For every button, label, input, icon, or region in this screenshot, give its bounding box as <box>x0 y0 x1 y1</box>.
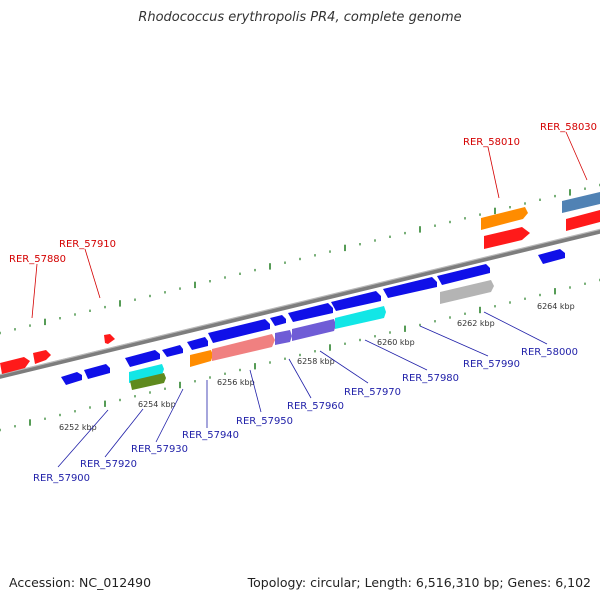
scale-tick-6262: 6262 kbp <box>457 319 495 328</box>
genome-backbone <box>0 229 600 379</box>
scale-tick-6264: 6264 kbp <box>537 302 575 311</box>
label-rer-57930[interactable]: RER_57930 <box>131 444 188 455</box>
gene-blue-i[interactable] <box>331 291 381 311</box>
gene-rer-57960-slate[interactable] <box>275 330 292 345</box>
gene-rer-57890[interactable] <box>33 350 51 364</box>
gene-rer-57940-orange[interactable] <box>190 350 213 367</box>
gene-blue-g[interactable] <box>270 315 286 326</box>
scale-tick-6252: 6252 kbp <box>59 423 97 432</box>
label-rer-57900[interactable]: RER_57900 <box>33 473 90 484</box>
leader-rer-57960 <box>288 358 312 399</box>
leader-rer-57950 <box>249 369 262 413</box>
gene-rer-57920-olive[interactable] <box>130 373 166 390</box>
gene-blue-h[interactable] <box>288 303 333 322</box>
label-rer-57880[interactable]: RER_57880 <box>9 254 66 265</box>
gene-blue-c[interactable] <box>125 350 160 367</box>
leader-rer-58030 <box>565 131 588 181</box>
genome-backbone-highlight <box>0 228 600 376</box>
leader-rer-57910 <box>84 248 101 299</box>
top-strand-genes <box>0 192 600 374</box>
gene-rer-57950-salmon[interactable] <box>212 334 275 361</box>
leader-rer-58000 <box>483 311 548 345</box>
label-rer-57980[interactable]: RER_57980 <box>402 373 459 384</box>
gene-blue-b[interactable] <box>84 364 110 379</box>
lower-dotted-track <box>0 278 600 432</box>
gene-blue-l[interactable] <box>538 249 565 264</box>
label-rer-58000[interactable]: RER_58000 <box>521 347 578 358</box>
gene-rer-57920-cyan[interactable] <box>129 364 164 383</box>
label-rer-58010[interactable]: RER_58010 <box>463 137 520 148</box>
label-rer-58030[interactable]: RER_58030 <box>540 122 597 133</box>
accession-text: Accession: NC_012490 <box>9 575 152 590</box>
gene-rer-58040[interactable] <box>566 210 600 231</box>
bottom-strand-genes <box>61 249 565 390</box>
gene-rer-57990-gray[interactable] <box>440 280 494 304</box>
gene-rer-57910[interactable] <box>104 334 115 344</box>
gene-blue-e[interactable] <box>187 337 208 350</box>
leader-rer-57990 <box>419 325 489 357</box>
label-rer-57940[interactable]: RER_57940 <box>182 430 239 441</box>
scale-tick-6254: 6254 kbp <box>138 400 176 409</box>
leader-rer-58010 <box>487 146 500 199</box>
gene-rer-58020[interactable] <box>484 227 530 249</box>
leader-rer-57980 <box>364 339 428 371</box>
gene-blue-a[interactable] <box>61 372 82 385</box>
gene-rer-57970-cyan[interactable] <box>335 306 386 329</box>
gene-rer-57970-slate[interactable] <box>292 319 336 341</box>
leader-rer-57920 <box>104 408 144 458</box>
leader-rer-57970 <box>319 350 369 384</box>
bottom-gene-labels: RER_57900 RER_57920 RER_57930 RER_57940 … <box>33 347 578 484</box>
gene-blue-j[interactable] <box>383 277 437 298</box>
label-rer-57970[interactable]: RER_57970 <box>344 387 401 398</box>
leader-rer-57880 <box>31 263 38 319</box>
leader-rer-57900 <box>57 409 109 468</box>
scale-tick-6260: 6260 kbp <box>377 338 415 347</box>
map-title: Rhodococcus erythropolis PR4, complete g… <box>138 10 462 25</box>
label-rer-57960[interactable]: RER_57960 <box>287 401 344 412</box>
gene-rer-58030-steel[interactable] <box>562 192 600 213</box>
bottom-leaders <box>57 311 548 468</box>
label-rer-57990[interactable]: RER_57990 <box>463 359 520 370</box>
scale-tick-6258: 6258 kbp <box>297 357 335 366</box>
top-gene-labels: RER_57880 RER_57910 RER_58010 RER_58030 <box>9 122 597 265</box>
label-rer-57910[interactable]: RER_57910 <box>59 239 116 250</box>
gene-rer-58010-orange[interactable] <box>481 207 528 230</box>
top-leaders <box>31 131 588 319</box>
gene-blue-d[interactable] <box>162 345 183 357</box>
gene-blue-k[interactable] <box>437 264 490 285</box>
label-rer-57950[interactable]: RER_57950 <box>236 416 293 427</box>
gene-rer-57880[interactable] <box>0 357 30 374</box>
gene-blue-f[interactable] <box>208 319 270 343</box>
leader-rer-57930 <box>155 388 184 443</box>
label-rer-57920[interactable]: RER_57920 <box>80 459 137 470</box>
scale-tick-6256: 6256 kbp <box>217 378 255 387</box>
genome-summary-text: Topology: circular; Length: 6,516,310 bp… <box>247 575 591 590</box>
upper-dotted-track <box>0 183 600 335</box>
scale-labels: 6252 kbp 6254 kbp 6256 kbp 6258 kbp 6260… <box>59 302 575 432</box>
